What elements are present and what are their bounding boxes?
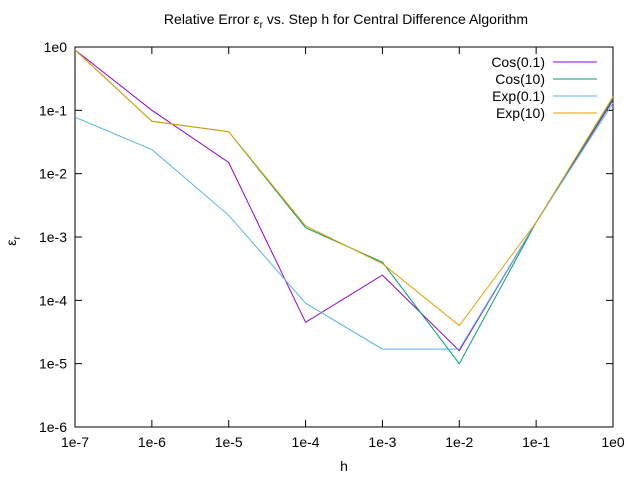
y-axis-label: εr bbox=[3, 236, 23, 246]
y-tick-label: 1e-5 bbox=[39, 356, 67, 372]
x-tick-label: 1e-3 bbox=[368, 434, 396, 450]
y-tick-label: 1e-6 bbox=[39, 419, 67, 435]
x-tick-label: 1e-4 bbox=[292, 434, 320, 450]
x-tick-label: 1e-5 bbox=[215, 434, 243, 450]
x-axis-label: h bbox=[340, 458, 348, 474]
legend-label: Exp(10) bbox=[496, 105, 545, 121]
series-line-2 bbox=[74, 102, 614, 350]
legend-label: Cos(10) bbox=[495, 71, 545, 87]
y-tick-label: 1e-3 bbox=[39, 229, 67, 245]
y-tick-label: 1e0 bbox=[44, 39, 68, 55]
x-tick-label: 1e-7 bbox=[61, 434, 89, 450]
x-tick-label: 1e-6 bbox=[138, 434, 166, 450]
x-axis: 1e-7 1e-6 1e-5 1e-4 1e-3 1e-2 1e-1 1e0 bbox=[61, 47, 625, 450]
x-tick-label: 1e-2 bbox=[445, 434, 473, 450]
y-tick-label: 1e-1 bbox=[39, 102, 67, 118]
series-line-3 bbox=[74, 49, 614, 327]
y-tick-label: 1e-4 bbox=[39, 292, 67, 308]
legend-label: Cos(0.1) bbox=[491, 54, 545, 70]
chart-title: Relative Error εr vs. Step h for Central… bbox=[164, 11, 528, 31]
y-axis: 1e-6 1e-5 1e-4 1e-3 1e-2 1e-1 1e0 bbox=[39, 39, 613, 435]
x-tick-label: 1e0 bbox=[601, 434, 625, 450]
y-tick-label: 1e-2 bbox=[39, 166, 67, 182]
legend: Cos(0.1)Cos(10)Exp(0.1)Exp(10) bbox=[491, 54, 597, 121]
plot-area bbox=[74, 49, 614, 365]
x-tick-label: 1e-1 bbox=[522, 434, 550, 450]
legend-label: Exp(0.1) bbox=[492, 88, 545, 104]
